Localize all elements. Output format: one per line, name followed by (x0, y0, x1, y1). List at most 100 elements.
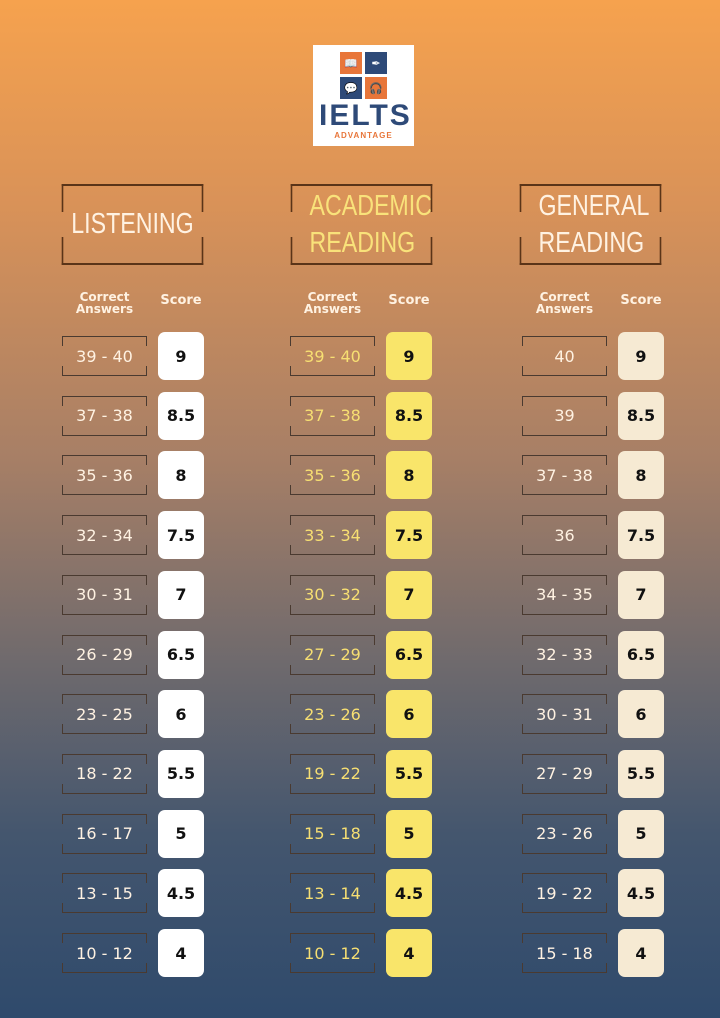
table-row: 23 - 25 6 (62, 689, 212, 739)
band-score: 6 (158, 690, 204, 739)
correct-answers-range: 34 - 35 (522, 574, 607, 615)
section-header-1: ACADEMIC READING (290, 184, 433, 265)
correct-answers-range: 30 - 31 (62, 574, 147, 615)
band-score: 5 (158, 809, 204, 858)
book-icon: 📖 (340, 52, 362, 74)
band-score: 6.5 (158, 630, 204, 679)
score-label: Score (160, 293, 202, 308)
band-score: 4 (158, 929, 204, 977)
table-row: 34 - 35 7 (522, 570, 672, 620)
band-score: 4.5 (386, 869, 432, 918)
speech-bubbles-icon: 💬 (340, 77, 362, 99)
table-row: 39 8.5 (522, 391, 672, 441)
table-row: 15 - 18 5 (290, 809, 440, 859)
band-score: 5.5 (386, 749, 432, 798)
band-score: 9 (618, 332, 664, 380)
correct-answers-range: 27 - 29 (290, 634, 375, 675)
band-score: 4 (386, 929, 432, 977)
correct-answers-range: 30 - 32 (290, 574, 375, 615)
correct-answers-range: 30 - 31 (522, 694, 607, 735)
table-row: 36 7.5 (522, 510, 672, 560)
table-row: 32 - 33 6.5 (522, 630, 672, 680)
table-row: 27 - 29 6.5 (290, 630, 440, 680)
table-row: 10 - 12 4 (290, 928, 440, 978)
band-score: 6 (386, 690, 432, 739)
correct-answers-range: 39 - 40 (290, 336, 375, 376)
correct-answers-range: 15 - 18 (522, 933, 607, 973)
table-row: 32 - 34 7.5 (62, 510, 212, 560)
table-row: 30 - 32 7 (290, 570, 440, 620)
table-row: 37 - 38 8.5 (290, 391, 440, 441)
correct-answers-range: 37 - 38 (290, 395, 375, 436)
band-score: 8 (386, 451, 432, 500)
table-row: 37 - 38 8 (522, 450, 672, 500)
correct-answers-range: 35 - 36 (62, 455, 147, 496)
correct-answers-range: 10 - 12 (290, 933, 375, 973)
correct-answers-range: 32 - 33 (522, 634, 607, 675)
correct-answers-range: 33 - 34 (290, 515, 375, 556)
table-row: 26 - 29 6.5 (62, 630, 212, 680)
correct-answers-label: Correct Answers (303, 290, 362, 316)
table-row: 40 9 (522, 331, 672, 381)
correct-answers-range: 32 - 34 (62, 515, 147, 556)
band-score: 7 (618, 570, 664, 619)
table-row: 18 - 22 5.5 (62, 749, 212, 799)
band-score: 4 (618, 929, 664, 977)
band-score: 7 (158, 570, 204, 619)
table-row: 33 - 34 7.5 (290, 510, 440, 560)
section-header-2: GENERAL READING (519, 184, 662, 265)
table-row: 30 - 31 6 (522, 689, 672, 739)
band-score: 6.5 (618, 630, 664, 679)
band-score: 7.5 (386, 511, 432, 560)
band-score: 7.5 (158, 511, 204, 560)
section-header-0: LISTENING (61, 184, 204, 265)
band-score: 9 (158, 332, 204, 380)
correct-answers-range: 19 - 22 (290, 753, 375, 794)
correct-answers-range: 27 - 29 (522, 753, 607, 794)
band-score: 5 (618, 809, 664, 858)
band-score: 8 (158, 451, 204, 500)
table-row: 39 - 40 9 (290, 331, 440, 381)
band-score: 6.5 (386, 630, 432, 679)
pen-icon: ✒ (365, 52, 387, 74)
score-label: Score (388, 293, 430, 308)
band-score: 5 (386, 809, 432, 858)
section-title: LISTENING (71, 208, 194, 240)
correct-answers-range: 23 - 26 (290, 694, 375, 735)
table-row: 23 - 26 6 (290, 689, 440, 739)
table-row: 13 - 15 4.5 (62, 868, 212, 918)
band-score: 8.5 (386, 391, 432, 440)
band-score: 6 (618, 690, 664, 739)
table-row: 27 - 29 5.5 (522, 749, 672, 799)
table-row: 16 - 17 5 (62, 809, 212, 859)
correct-answers-range: 37 - 38 (62, 395, 147, 436)
table-row: 13 - 14 4.5 (290, 868, 440, 918)
correct-answers-range: 35 - 36 (290, 455, 375, 496)
table-row: 35 - 36 8 (290, 450, 440, 500)
band-score: 7 (386, 570, 432, 619)
correct-answers-range: 16 - 17 (62, 813, 147, 854)
correct-answers-range: 13 - 15 (62, 873, 147, 914)
correct-answers-range: 37 - 38 (522, 455, 607, 496)
band-score: 8 (618, 451, 664, 500)
correct-answers-range: 13 - 14 (290, 873, 375, 914)
band-score: 4.5 (158, 869, 204, 918)
correct-answers-label: Correct Answers (535, 290, 594, 316)
ielts-advantage-logo: 📖 ✒ 💬 🎧 IELTS ADVANTAGE (313, 45, 414, 146)
correct-answers-range: 23 - 26 (522, 813, 607, 854)
correct-answers-range: 36 (522, 515, 607, 556)
section-title: ACADEMIC READING (309, 189, 432, 259)
table-row: 37 - 38 8.5 (62, 391, 212, 441)
correct-answers-range: 39 (522, 395, 607, 436)
headphones-icon: 🎧 (365, 77, 387, 99)
section-title: GENERAL READING (538, 189, 650, 259)
table-row: 10 - 12 4 (62, 928, 212, 978)
band-score: 5.5 (618, 749, 664, 798)
logo-subtitle: ADVANTAGE (334, 131, 393, 140)
band-score: 7.5 (618, 511, 664, 560)
band-score: 5.5 (158, 749, 204, 798)
correct-answers-range: 18 - 22 (62, 753, 147, 794)
table-row: 15 - 18 4 (522, 928, 672, 978)
correct-answers-range: 40 (522, 336, 607, 376)
band-score: 8.5 (618, 391, 664, 440)
